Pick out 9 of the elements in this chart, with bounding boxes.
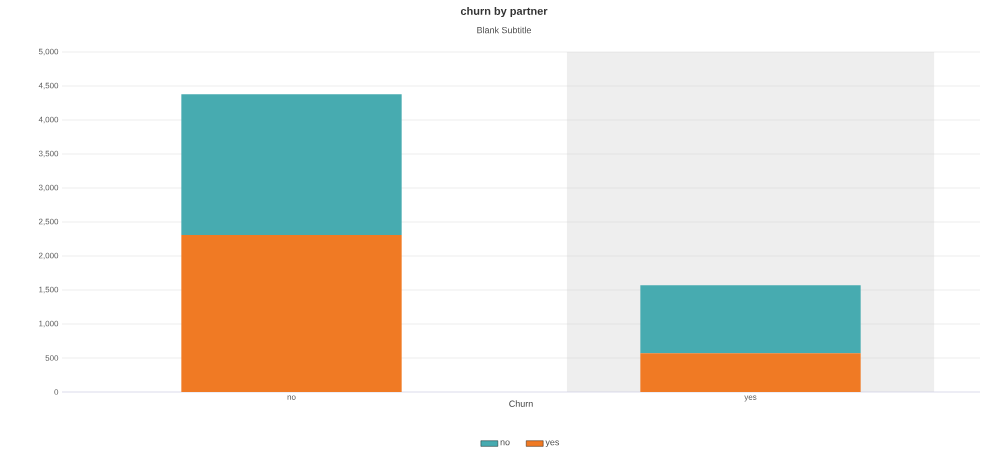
legend-label: yes <box>545 440 560 448</box>
bar <box>181 234 402 392</box>
chart-subtitle: Blank Subtitle <box>477 26 532 34</box>
chart-title: churn by partner <box>460 6 548 18</box>
x-axis-title: Churn <box>509 400 533 407</box>
legend-label: no <box>500 440 510 446</box>
bar <box>640 285 861 354</box>
bar <box>181 94 402 235</box>
bar <box>640 353 861 392</box>
